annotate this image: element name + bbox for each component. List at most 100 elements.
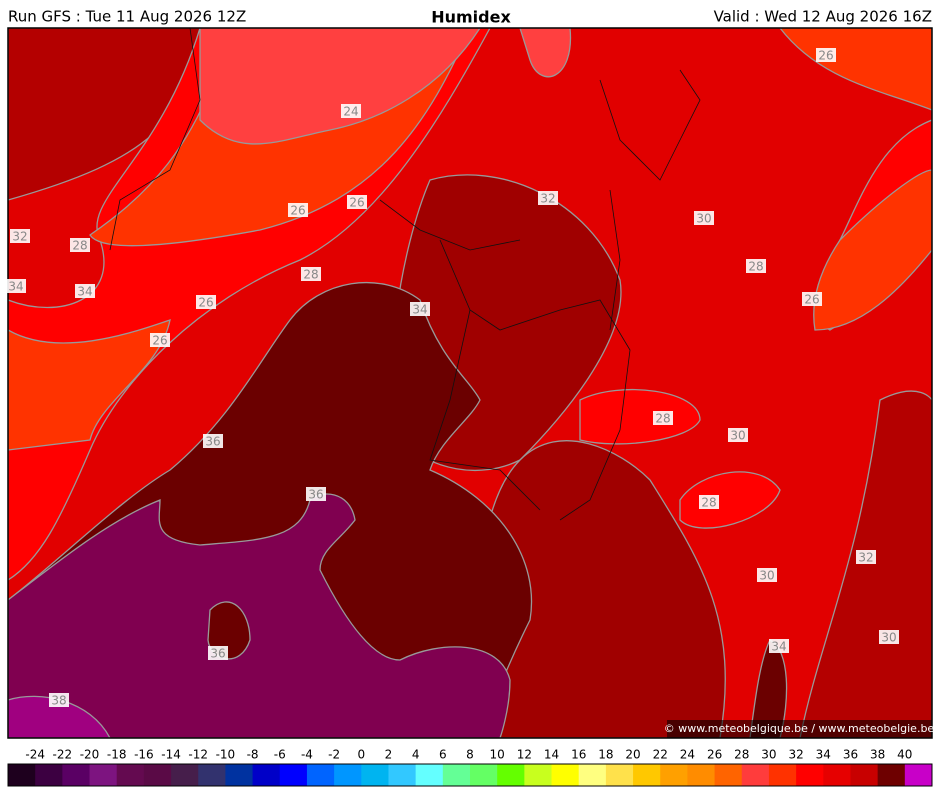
legend-swatch xyxy=(388,764,417,786)
legend-swatch xyxy=(143,764,172,786)
contour-label-bg xyxy=(728,428,748,442)
legend-swatch xyxy=(442,764,471,786)
field-38 xyxy=(8,493,511,738)
legend-swatch xyxy=(89,764,118,786)
field-36c xyxy=(749,639,788,738)
legend-swatch xyxy=(35,764,63,786)
contour-label: 26 xyxy=(804,293,819,307)
contour-label-bg xyxy=(694,211,714,225)
contour-label-bg xyxy=(879,630,899,644)
contour-label-bg xyxy=(410,302,430,316)
legend-label: 22 xyxy=(653,748,668,762)
legend-label: 20 xyxy=(625,748,640,762)
field-24 xyxy=(199,28,481,145)
contour-label: 26 xyxy=(198,296,213,310)
legend-swatch xyxy=(714,764,743,786)
contour-label: 32 xyxy=(858,551,873,565)
contour-label-bg xyxy=(70,238,90,252)
legend-label: -2 xyxy=(328,748,340,762)
borders xyxy=(109,27,701,521)
contour-label-bg xyxy=(10,229,30,243)
valid-info: Valid : Wed 12 Aug 2026 16Z xyxy=(714,8,932,26)
legend-label: 2 xyxy=(385,748,393,762)
contour-label: 26 xyxy=(818,49,833,63)
contour-label: 30 xyxy=(730,429,745,443)
legend-swatch xyxy=(225,764,254,786)
legend-swatch xyxy=(850,764,879,786)
legend-label: -4 xyxy=(301,748,313,762)
contour-label-bg xyxy=(746,259,766,273)
contour-label-bg xyxy=(301,267,321,281)
contour-label: 36 xyxy=(205,435,220,449)
run-info: Run GFS : Tue 11 Aug 2026 12Z xyxy=(8,8,246,26)
legend-label: 6 xyxy=(439,748,447,762)
contour-label: 30 xyxy=(696,212,711,226)
legend-swatch xyxy=(116,764,145,786)
contour-label-bg xyxy=(306,487,326,501)
legend-swatch xyxy=(660,764,688,786)
legend-swatch xyxy=(768,764,797,786)
legend-swatch xyxy=(8,764,36,786)
contour-label-bg xyxy=(816,48,836,62)
contour-label-bg xyxy=(802,292,822,306)
legend-label: 18 xyxy=(598,748,613,762)
legend-swatch xyxy=(741,764,770,786)
legend-swatch xyxy=(497,764,525,786)
contour-label: 28 xyxy=(655,412,670,426)
legend-swatch xyxy=(823,764,851,786)
contour-label: 36 xyxy=(210,647,225,661)
contour-label: 30 xyxy=(881,631,896,645)
legend-label: 34 xyxy=(816,748,831,762)
field-26b xyxy=(8,319,171,451)
legend-label: -8 xyxy=(247,748,259,762)
contour-label-bg xyxy=(288,203,308,217)
contour-label: 34 xyxy=(412,303,427,317)
contour-label: 28 xyxy=(748,260,763,274)
legend-swatch xyxy=(361,764,389,786)
legend-label: 32 xyxy=(788,748,803,762)
legend-label: 16 xyxy=(571,748,586,762)
legend-label: -24 xyxy=(25,748,45,762)
legend-swatch xyxy=(334,764,362,786)
legend-swatch xyxy=(470,764,498,786)
contour-labels: 26 24 32 26 26 30 32 28 28 34 34 28 26 26 34 26 28 30 36 36… xyxy=(6,48,899,708)
field-24b xyxy=(519,28,572,78)
contour-label-bg xyxy=(49,693,69,707)
legend-swatch xyxy=(252,764,281,786)
contour-label: 32 xyxy=(540,192,555,206)
contour-label-bg xyxy=(341,104,361,118)
legend-swatch xyxy=(306,764,335,786)
legend-label: 30 xyxy=(761,748,776,762)
contour-label: 32 xyxy=(12,230,27,244)
legend-label: -14 xyxy=(161,748,181,762)
legend-label: 0 xyxy=(357,748,365,762)
contour-label: 24 xyxy=(343,105,358,119)
credit: © www.meteobelgique.be / www.meteobelgie… xyxy=(664,722,935,735)
legend-swatch xyxy=(877,764,906,786)
contour-label-bg xyxy=(538,191,558,205)
legend-label: -12 xyxy=(188,748,208,762)
legend-frame xyxy=(7,763,933,787)
contour-label-bg xyxy=(150,333,170,347)
legend-label: 28 xyxy=(734,748,749,762)
contour-label-bg xyxy=(653,411,673,425)
map-title: Humidex xyxy=(431,8,511,27)
contour-label: 26 xyxy=(349,196,364,210)
map-frame xyxy=(7,27,933,739)
contour-label-bg xyxy=(203,434,223,448)
contour-label-bg xyxy=(769,639,789,653)
contour-label-bg xyxy=(6,279,26,293)
legend-swatch xyxy=(687,764,716,786)
legend-label: 24 xyxy=(680,748,695,762)
contour-label: 28 xyxy=(303,268,318,282)
legend-swatch xyxy=(551,764,580,786)
legend-label: 26 xyxy=(707,748,722,762)
map xyxy=(7,27,933,739)
contour-label: 26 xyxy=(290,204,305,218)
legend-swatch xyxy=(904,764,933,786)
contour-label: 28 xyxy=(72,239,87,253)
legend-swatch xyxy=(796,764,824,786)
legend-swatch xyxy=(279,764,308,786)
contour-label: 34 xyxy=(8,280,23,294)
color-legend: -24 -22 -20 -18 -16 -14 -12 -10 -8 -6 -4 -2 0 2 4 6 8 10 1… xyxy=(7,748,933,787)
